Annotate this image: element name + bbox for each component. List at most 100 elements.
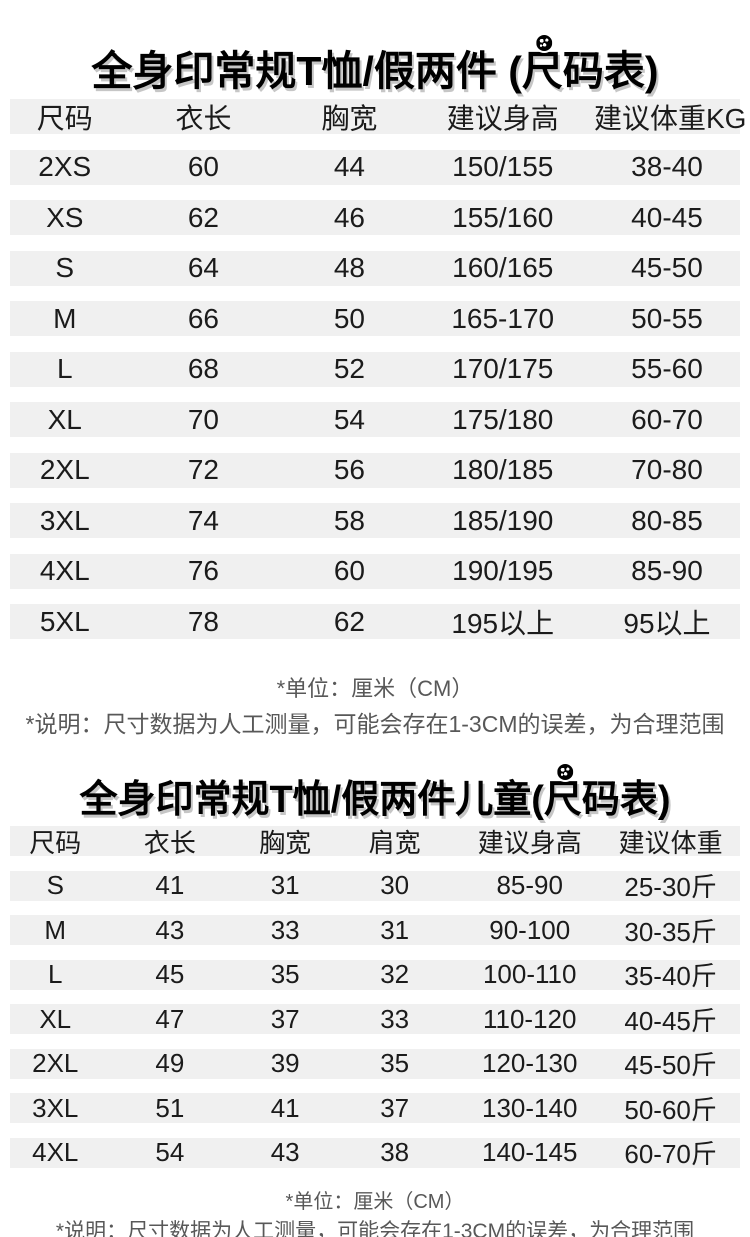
table-cell: XL bbox=[47, 403, 82, 435]
table-cell: 60 bbox=[333, 555, 366, 586]
adult-title-text-left: 全身印常规T恤/假两件 ( bbox=[91, 48, 522, 95]
kids-title-text-right: 码表) bbox=[581, 779, 671, 822]
table-row: 3XL 74 58 185/190 80-85 bbox=[10, 503, 740, 538]
kids-size-title: 全身印常规T恤/假两件儿童(尺码表) bbox=[0, 764, 750, 830]
table-cell: 60-70 bbox=[631, 403, 703, 435]
table-cell: 41 bbox=[155, 870, 185, 900]
table-header-row: 尺码 衣长 胸宽 肩宽 建议身高 建议体重 bbox=[10, 826, 740, 858]
table-cell: M bbox=[44, 914, 67, 945]
table-cell: 62 bbox=[187, 201, 220, 233]
kids-unit-note: *单位：厘米（CM） bbox=[285, 1191, 465, 1213]
table-cell: 85-90 bbox=[631, 555, 703, 586]
sparkle-badge-icon bbox=[536, 35, 553, 52]
table-cell: 62 bbox=[333, 605, 366, 637]
table-row: 2XS 60 44 150/155 38-40 bbox=[10, 149, 740, 185]
kids-disclaimer-note: *说明：尺寸数据为人工测量，可能会存在1-3CM的误差，为合理范围 bbox=[55, 1220, 695, 1237]
table-cell: 80-85 bbox=[631, 504, 703, 536]
table-cell: 140-145 bbox=[482, 1137, 578, 1167]
table-cell: 4XL bbox=[32, 1137, 79, 1167]
table-cell: 190/195 bbox=[452, 555, 554, 586]
column-header: 尺码 bbox=[36, 102, 93, 134]
table-cell: 60 bbox=[187, 151, 220, 182]
table-cell: 39 bbox=[270, 1048, 300, 1078]
kids-title-badge-char: 尺 bbox=[543, 779, 582, 822]
table-cell: 180/185 bbox=[452, 454, 554, 485]
table-cell: 68 bbox=[187, 353, 220, 384]
table-cell: 40-45斤 bbox=[624, 1005, 717, 1036]
column-header: 建议身高 bbox=[477, 827, 582, 858]
column-header: 尺码 bbox=[29, 827, 82, 858]
table-cell: 31 bbox=[270, 870, 300, 900]
table-row: M 43 33 31 90-100 30-35斤 bbox=[10, 914, 740, 947]
table-cell: M bbox=[53, 302, 77, 334]
table-row: 5XL 78 62 195以上 95以上 bbox=[10, 604, 740, 639]
table-cell: 47 bbox=[155, 1003, 185, 1034]
table-cell: 60-70斤 bbox=[624, 1139, 717, 1169]
adult-disclaimer-note: *说明：尺寸数据为人工测量，可能会存在1-3CM的误差，为合理范围 bbox=[25, 711, 725, 737]
table-cell: 3XL bbox=[39, 504, 90, 536]
adult-size-table: 尺码 衣长 胸宽 建议身高 建议体重KG 2XS 60 44 150/155 38-40 XS 62 4… bbox=[10, 99, 746, 655]
table-cell: 33 bbox=[380, 1003, 410, 1034]
table-cell: 70-80 bbox=[631, 454, 703, 485]
table-cell: 110-120 bbox=[482, 1003, 577, 1034]
kids-title-badged-char: 尺 bbox=[543, 764, 582, 830]
table-cell: 100-110 bbox=[482, 959, 577, 989]
table-cell: 155/160 bbox=[452, 201, 554, 233]
column-header: 肩宽 bbox=[368, 827, 421, 858]
table-cell: 76 bbox=[187, 555, 220, 586]
table-cell: 49 bbox=[155, 1048, 185, 1078]
column-header: 胸宽 bbox=[259, 827, 312, 858]
table-cell: 2XS bbox=[38, 151, 92, 182]
table-cell: 37 bbox=[270, 1003, 300, 1034]
table-cell: 185/190 bbox=[452, 504, 554, 536]
table-cell: 43 bbox=[270, 1137, 300, 1167]
table-row: XS 62 46 155/160 40-45 bbox=[10, 200, 740, 235]
table-row: M 66 50 165-170 50-55 bbox=[10, 301, 740, 336]
adult-size-title: 全身印常规T恤/假两件 (尺码表) bbox=[0, 35, 750, 101]
kids-size-table: 尺码 衣长 胸宽 肩宽 建议身高 建议体重 S 41 31 30 85-90 25-30斤 M 43 33 3… bbox=[10, 826, 740, 1182]
table-cell: L bbox=[56, 353, 73, 384]
table-cell: 46 bbox=[333, 201, 366, 233]
table-cell: 50-60斤 bbox=[624, 1094, 717, 1125]
table-cell: 35-40斤 bbox=[624, 961, 717, 991]
table-cell: 90-100 bbox=[489, 914, 571, 945]
table-cell: 55-60 bbox=[631, 353, 703, 384]
table-cell: 43 bbox=[155, 914, 185, 945]
table-row: 4XL 76 60 190/195 85-90 bbox=[10, 553, 740, 589]
table-cell: 41 bbox=[270, 1092, 300, 1123]
table-row: 3XL 51 41 37 130-140 50-60斤 bbox=[10, 1092, 740, 1125]
table-cell: 31 bbox=[380, 914, 410, 945]
table-cell: L bbox=[48, 959, 63, 989]
table-cell: 72 bbox=[187, 454, 220, 485]
column-header: 建议身高 bbox=[446, 102, 559, 134]
table-cell: 33 bbox=[270, 914, 300, 945]
table-row: XL 47 37 33 110-120 40-45斤 bbox=[10, 1003, 740, 1036]
adult-title-badged-char: 尺 bbox=[522, 35, 563, 101]
table-row: XL 70 54 175/180 60-70 bbox=[10, 402, 740, 437]
table-cell: 35 bbox=[270, 959, 300, 989]
table-cell: 38 bbox=[380, 1137, 410, 1167]
column-header: 衣长 bbox=[143, 827, 196, 858]
table-cell: 150/155 bbox=[452, 151, 554, 182]
table-cell: 74 bbox=[187, 504, 220, 536]
table-row: 2XL 72 56 180/185 70-80 bbox=[10, 452, 740, 488]
table-row: 2XL 49 39 35 120-130 45-50斤 bbox=[10, 1048, 740, 1080]
table-row: S 64 48 160/165 45-50 bbox=[10, 250, 740, 286]
table-cell: 78 bbox=[187, 605, 220, 637]
adult-unit-note: *单位：厘米（CM） bbox=[276, 676, 474, 701]
table-cell: 70 bbox=[187, 403, 220, 435]
table-cell: 45 bbox=[155, 959, 185, 989]
adult-title-text-right: 码表) bbox=[562, 48, 659, 95]
table-cell: 95以上 bbox=[623, 607, 711, 639]
table-cell: 50-55 bbox=[631, 302, 703, 334]
table-cell: XS bbox=[46, 201, 84, 233]
table-cell: 58 bbox=[333, 504, 366, 536]
table-cell: S bbox=[46, 870, 64, 900]
table-row: L 45 35 32 100-110 35-40斤 bbox=[10, 959, 740, 991]
table-cell: 32 bbox=[380, 959, 410, 989]
table-cell: 40-45 bbox=[631, 201, 703, 233]
table-row: S 41 31 30 85-90 25-30斤 bbox=[10, 870, 740, 902]
table-cell: 85-90 bbox=[496, 870, 563, 900]
table-cell: 2XL bbox=[32, 1048, 79, 1078]
